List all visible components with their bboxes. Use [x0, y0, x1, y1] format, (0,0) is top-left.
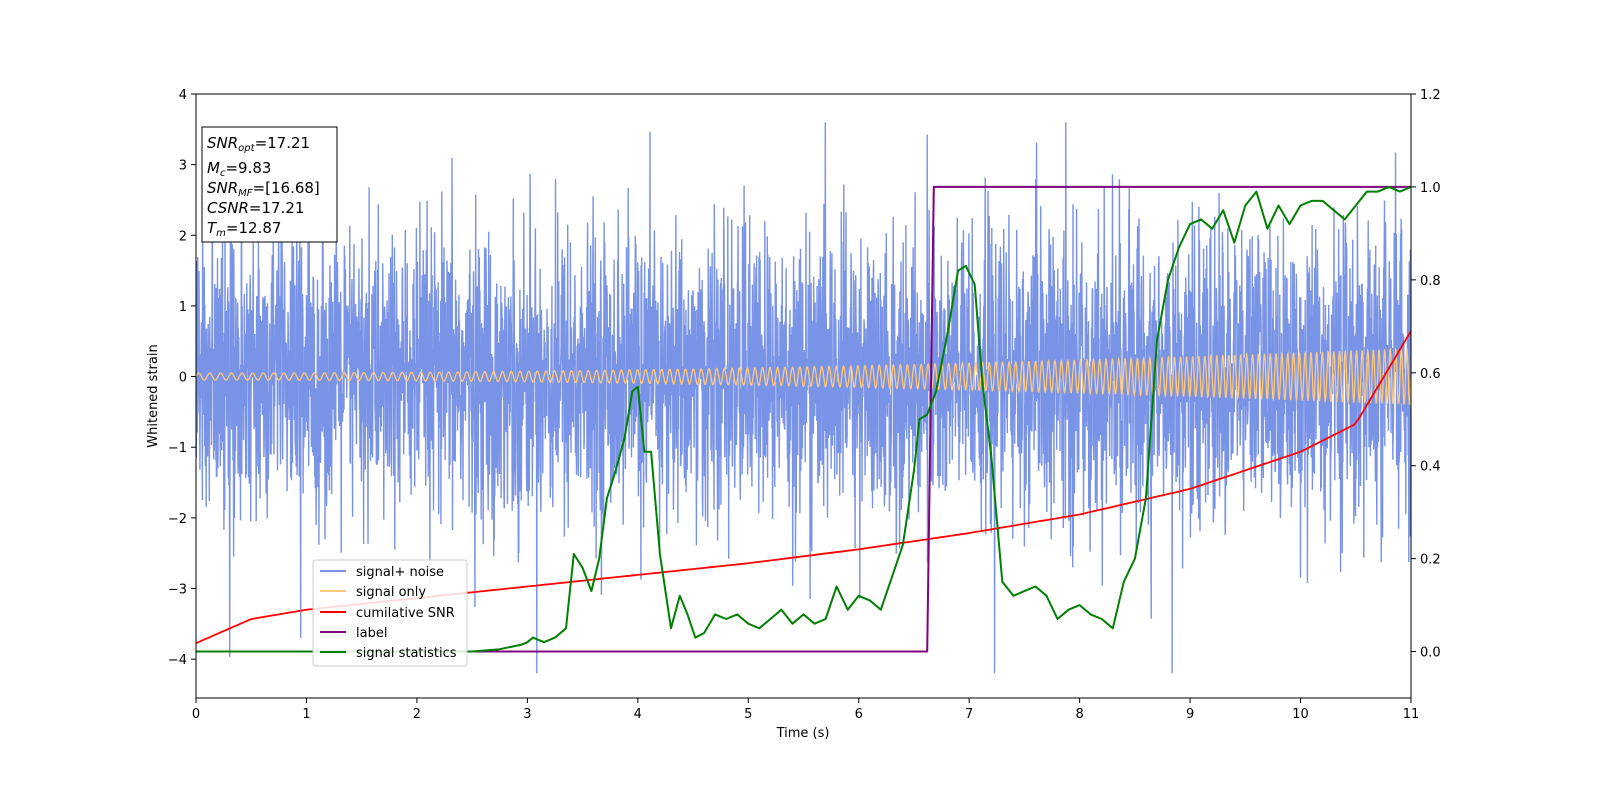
info-tm-main: T — [207, 219, 218, 237]
x-tick-label: 1 — [302, 707, 310, 722]
y-right-tick-label: 0.8 — [1420, 274, 1441, 289]
legend-label-signal-only: signal only — [356, 585, 426, 600]
info-mc: Mc=9.83 — [207, 159, 271, 179]
x-tick-label: 7 — [965, 707, 973, 722]
line-signal-statistics — [196, 185, 1411, 653]
plot-frame — [195, 93, 1412, 699]
info-snr-opt-value: =17.21 — [255, 134, 311, 152]
info-snr-opt: SNRopt=17.21 — [207, 134, 310, 154]
y-right-tick-label: 0.6 — [1420, 367, 1441, 382]
series-signal-only — [196, 347, 1411, 407]
legend: signal+ noise signal only cumilative SNR… — [312, 559, 468, 667]
info-snr-mf: SNRMF=[16.68] — [207, 179, 320, 199]
info-snr-mf-sub: MF — [238, 188, 253, 199]
info-tm-sub: m — [216, 228, 226, 239]
info-mc-sub: c — [220, 168, 226, 179]
info-tm: Tm=12.87 — [207, 219, 281, 239]
x-tick-label: 11 — [1403, 707, 1420, 722]
legend-label-signal-noise: signal+ noise — [356, 565, 444, 580]
y-left-tick-label: 1 — [179, 300, 187, 315]
y-left-tick-label: 3 — [179, 159, 187, 174]
y-left-tick-label: −4 — [168, 653, 187, 668]
y-axis-label: Whitened strain — [146, 344, 161, 447]
y-left-tick-label: 0 — [179, 371, 187, 386]
info-snr-opt-main: SNR — [207, 134, 238, 152]
y-right-tick-label: 1.2 — [1420, 88, 1441, 103]
x-tick-label: 8 — [1075, 707, 1083, 722]
x-axis-label: Time (s) — [776, 726, 830, 741]
line-label — [196, 185, 1411, 653]
x-tick-label: 0 — [192, 707, 200, 722]
x-tick-label: 5 — [744, 707, 752, 722]
x-axis-ticks: 0 1 2 3 4 5 6 7 8 9 10 11 — [192, 698, 1419, 722]
x-tick-label: 2 — [413, 707, 421, 722]
x-tick-label: 10 — [1292, 707, 1309, 722]
info-box: SNRopt=17.21 Mc=9.83 SNRMF=[16.68] CSNR=… — [201, 126, 338, 243]
y-left-tick-label: 2 — [179, 229, 187, 244]
legend-frame — [312, 559, 468, 667]
x-tick-label: 6 — [855, 707, 863, 722]
info-snr-mf-main: SNR — [207, 179, 238, 197]
info-box-frame — [201, 126, 338, 243]
y-left-tick-label: −2 — [168, 512, 187, 527]
info-snr-mf-value: =[16.68] — [253, 179, 320, 197]
x-tick-label: 9 — [1186, 707, 1194, 722]
series-label — [196, 185, 1411, 653]
info-csnr-value: =17.21 — [249, 199, 305, 217]
y-right-tick-label: 0.2 — [1420, 553, 1441, 568]
legend-label-cumulative-snr: cumilative SNR — [356, 606, 455, 621]
y-axis-left-ticks: −4 −3 −2 −1 0 1 2 3 4 — [168, 88, 196, 668]
y-left-tick-label: 4 — [179, 88, 187, 103]
legend-label-signal-statistics: signal statistics — [356, 646, 457, 661]
info-mc-value: =9.83 — [225, 159, 271, 177]
y-left-tick-label: −3 — [168, 583, 187, 598]
info-tm-value: =12.87 — [226, 219, 282, 237]
info-csnr: CSNR=17.21 — [207, 199, 304, 217]
info-snr-opt-sub: opt — [238, 143, 255, 154]
legend-label-label: label — [356, 626, 387, 641]
line-signal-only — [196, 347, 1411, 407]
x-tick-label: 3 — [523, 707, 531, 722]
y-right-tick-label: 0.4 — [1420, 460, 1441, 475]
series-signal-statistics — [196, 185, 1411, 653]
y-right-tick-label: 0.0 — [1420, 646, 1441, 661]
y-left-tick-label: −1 — [168, 441, 187, 456]
info-mc-main: M — [207, 159, 220, 177]
x-tick-label: 4 — [634, 707, 642, 722]
info-csnr-main: CSNR — [207, 199, 249, 217]
y-right-tick-label: 1.0 — [1420, 181, 1441, 196]
y-axis-right-ticks: 0.0 0.2 0.4 0.6 0.8 1.0 1.2 — [1411, 88, 1441, 661]
